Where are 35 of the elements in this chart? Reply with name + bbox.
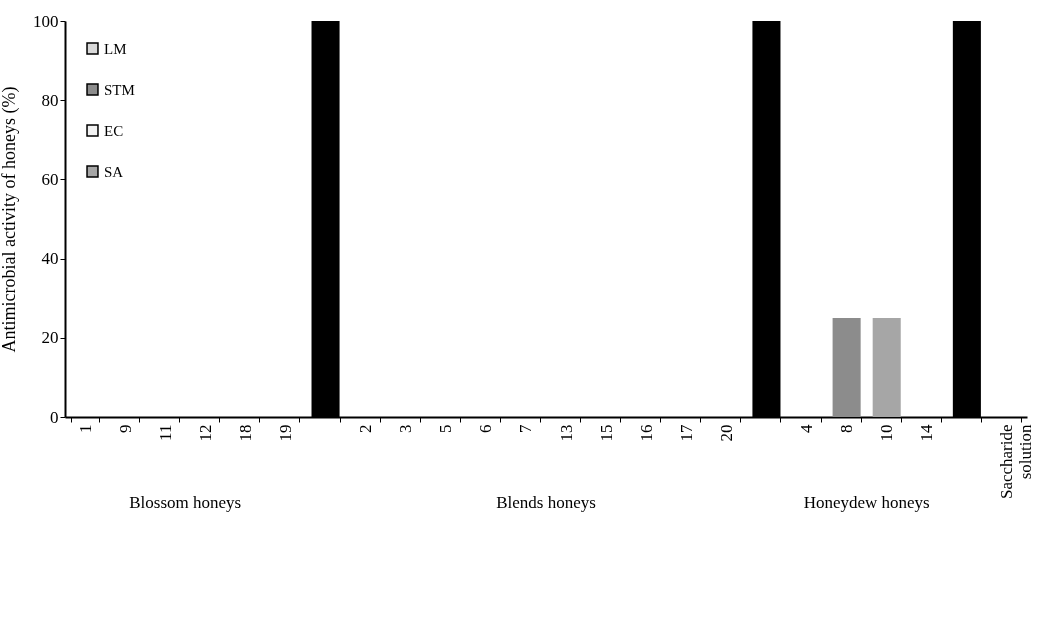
x-tick-label: 19 [275, 424, 295, 442]
x-tick-label: 13 [556, 424, 576, 442]
x-tick-label: 7 [516, 424, 536, 433]
x-tick-label: 1 [75, 424, 95, 433]
x-tick-label: 3 [396, 424, 416, 433]
legend-label: LM [104, 40, 127, 57]
x-tick-label: 16 [636, 424, 656, 442]
text: Blends honeys [496, 493, 596, 512]
x-tick-label: 20 [716, 424, 736, 442]
y-tick-label: 100 [33, 11, 59, 31]
x-tick-label: 9 [115, 424, 135, 433]
y-tick-label: 80 [41, 90, 59, 110]
x-tick-label: 11 [155, 424, 175, 441]
y-tick-label: 20 [41, 328, 59, 348]
legend-label: STM [104, 81, 135, 98]
x-tick-label: 8 [837, 424, 857, 433]
x-tick-label: 10 [877, 424, 897, 442]
x-tick-label: 4 [797, 424, 817, 433]
y-tick-label: 40 [41, 249, 59, 269]
x-tick-label: 12 [195, 424, 215, 442]
x-tick-label: Saccharide solution [997, 424, 1036, 500]
text: Honeydew honeys [803, 493, 930, 512]
x-tick-label: 6 [476, 424, 496, 433]
x-tick-label: 15 [596, 424, 616, 442]
y-tick-label: 0 [50, 407, 59, 427]
x-tick-label: 5 [436, 424, 456, 433]
x-tick-label: 14 [917, 424, 937, 442]
y-tick-label: 60 [41, 169, 59, 189]
x-tick-label: 2 [356, 424, 376, 433]
x-tick-label: 18 [235, 424, 255, 442]
y-axis-title: Antimicrobial activity of honeys (%) [0, 86, 20, 353]
text: Blossom honeys [129, 493, 242, 512]
x-tick-label: 17 [676, 424, 696, 442]
legend-label: SA [104, 163, 124, 180]
legend-label: EC [104, 122, 124, 139]
